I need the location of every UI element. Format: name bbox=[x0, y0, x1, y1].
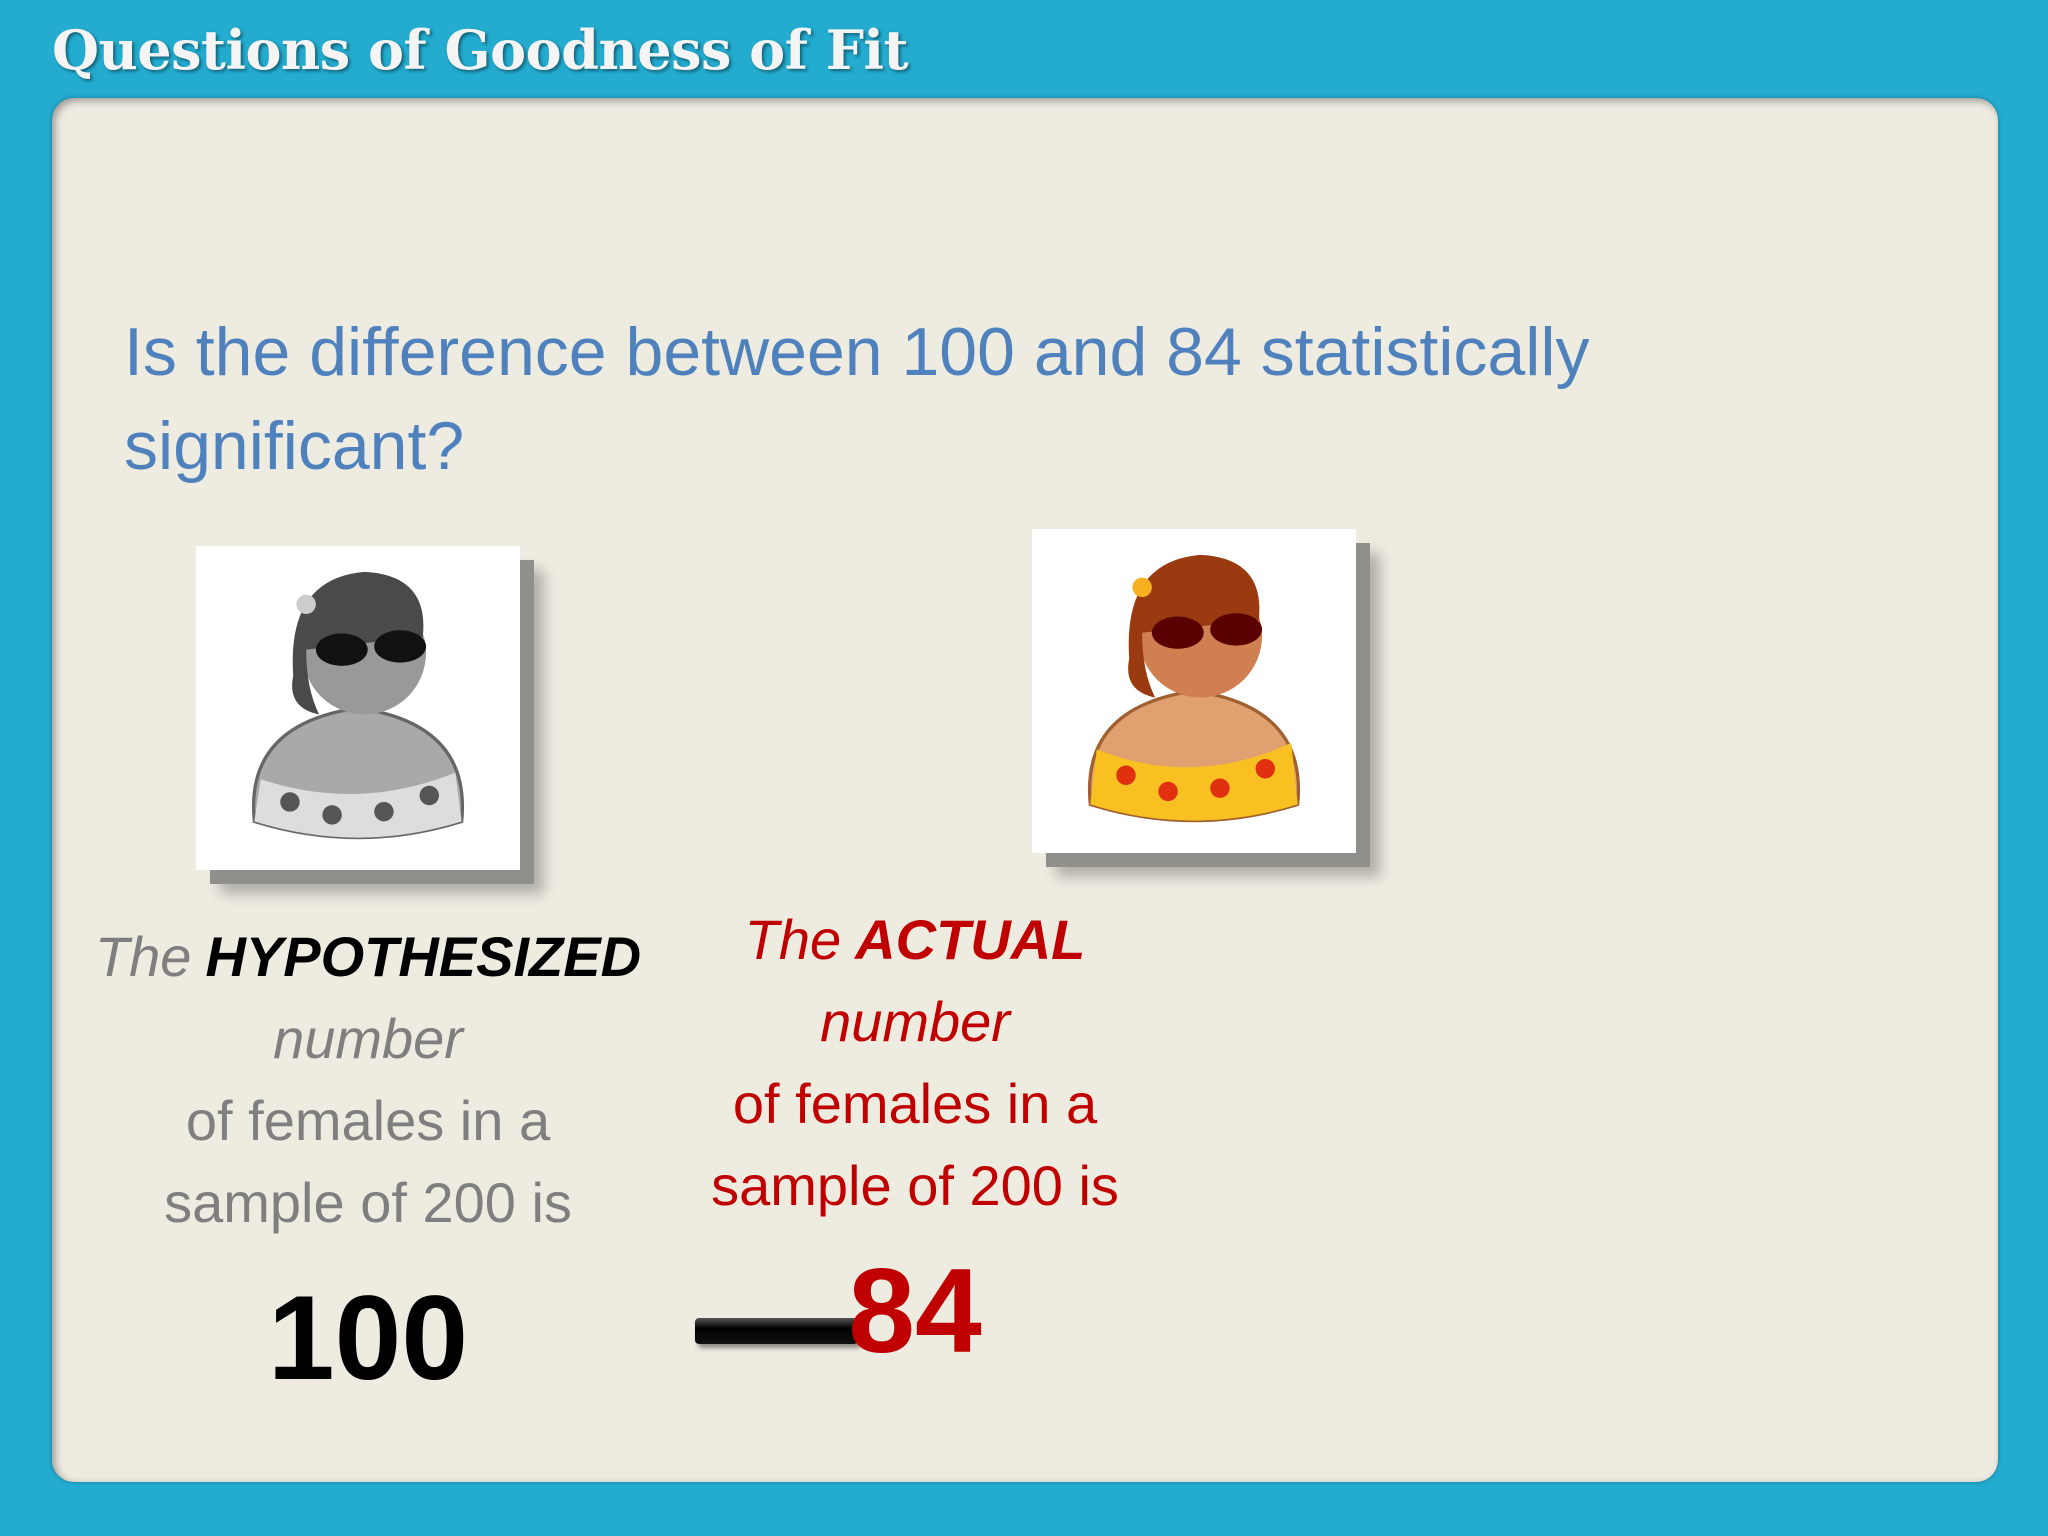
line: number bbox=[273, 1007, 463, 1070]
emphasis: ACTUAL bbox=[855, 908, 1086, 971]
gray-person-icon bbox=[196, 546, 520, 870]
icon-graphic bbox=[1087, 554, 1301, 823]
line: of females in a bbox=[732, 1072, 1098, 1135]
line: of females in a bbox=[185, 1089, 551, 1152]
slide-title: Questions of Goodness of Fit bbox=[52, 18, 909, 82]
line: sample of 200 is bbox=[164, 1171, 572, 1234]
line: number bbox=[820, 990, 1010, 1053]
value: 84 bbox=[848, 1244, 982, 1378]
question: Is the difference between 100 and 84 sta… bbox=[124, 314, 1590, 484]
icon-graphic bbox=[251, 571, 465, 840]
minus-sign bbox=[695, 1318, 858, 1344]
emphasis: HYPOTHESIZED bbox=[205, 925, 642, 988]
actual-column: The ACTUAL number of females in a sample … bbox=[635, 899, 1195, 1381]
line: The ACTUAL bbox=[635, 899, 1195, 981]
line: The HYPOTHESIZED bbox=[88, 916, 648, 998]
lead: The bbox=[744, 908, 842, 971]
line: sample of 200 is bbox=[711, 1154, 1119, 1217]
lead: The bbox=[94, 925, 192, 988]
hypothesized-column: The HYPOTHESIZED number of females in a s… bbox=[88, 916, 648, 1408]
value: 100 bbox=[267, 1271, 469, 1405]
color-person-icon bbox=[1032, 529, 1356, 853]
